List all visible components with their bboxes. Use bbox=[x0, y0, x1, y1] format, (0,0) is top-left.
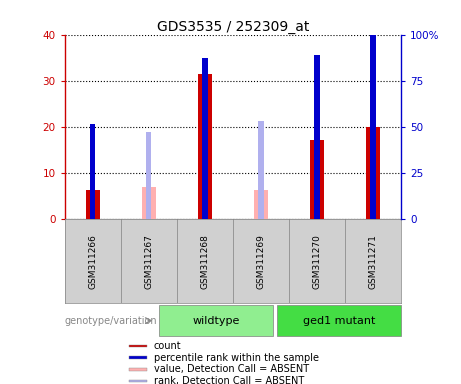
Bar bbox=[146, 132, 152, 219]
Title: GDS3535 / 252309_at: GDS3535 / 252309_at bbox=[157, 20, 309, 33]
Bar bbox=[277, 305, 401, 336]
Text: GSM311268: GSM311268 bbox=[200, 234, 209, 288]
Bar bbox=[142, 187, 156, 219]
Text: wildtype: wildtype bbox=[192, 316, 240, 326]
Bar bbox=[202, 58, 207, 219]
Bar bbox=[366, 127, 380, 219]
Text: GSM311267: GSM311267 bbox=[144, 234, 153, 288]
Bar bbox=[370, 35, 376, 219]
Bar bbox=[129, 368, 147, 371]
Text: rank, Detection Call = ABSENT: rank, Detection Call = ABSENT bbox=[154, 376, 304, 384]
Bar bbox=[86, 190, 100, 219]
Text: GSM311266: GSM311266 bbox=[88, 234, 97, 288]
Text: ged1 mutant: ged1 mutant bbox=[302, 316, 375, 326]
Bar bbox=[314, 55, 320, 219]
Text: GSM311270: GSM311270 bbox=[313, 234, 321, 288]
Text: GSM311269: GSM311269 bbox=[256, 234, 266, 288]
Bar bbox=[258, 121, 264, 219]
Bar bbox=[129, 345, 147, 348]
Bar bbox=[198, 74, 212, 219]
Bar bbox=[159, 305, 273, 336]
Bar bbox=[254, 190, 268, 219]
Bar bbox=[129, 379, 147, 382]
Bar bbox=[310, 140, 324, 219]
Text: genotype/variation: genotype/variation bbox=[65, 316, 157, 326]
Text: GSM311271: GSM311271 bbox=[368, 234, 378, 288]
Text: percentile rank within the sample: percentile rank within the sample bbox=[154, 353, 319, 363]
Bar bbox=[90, 124, 95, 219]
Text: value, Detection Call = ABSENT: value, Detection Call = ABSENT bbox=[154, 364, 309, 374]
Text: count: count bbox=[154, 341, 181, 351]
Bar bbox=[129, 356, 147, 359]
